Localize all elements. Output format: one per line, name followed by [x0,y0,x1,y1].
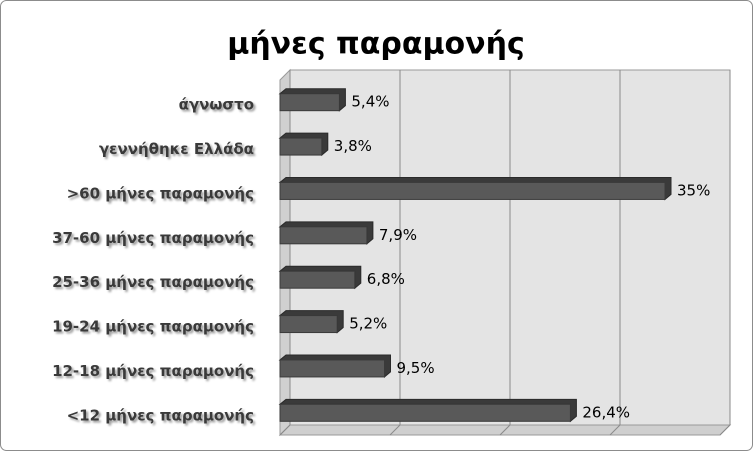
grid-line-floor [609,424,621,436]
grid-line-floor [279,424,291,436]
value-label: 9,5% [397,359,435,377]
bar [279,226,368,245]
grid-line-floor [389,424,401,436]
side-wall [279,68,291,437]
y-tick-label: άγνωστο [179,96,254,114]
chart-title: μήνες παραμονής [227,27,524,62]
value-label: 6,8% [367,270,405,288]
grid-line-floor [499,424,511,436]
y-tick-label: γεννήθηκε Ελλάδα [99,140,254,158]
value-label: 5,4% [351,93,389,111]
y-tick-label: <12 μήνες παραμονής [67,406,254,424]
y-tick-label: 25-36 μήνες παραμονής [52,273,254,291]
bar [279,137,323,156]
bar [279,359,385,378]
bar [279,93,340,112]
y-tick-label: >60 μήνες παραμονής [67,184,254,202]
y-tick-label: 37-60 μήνες παραμονής [52,229,254,247]
bar [279,181,666,200]
value-label: 3,8% [334,137,372,155]
bar [279,315,338,334]
bar [279,270,356,289]
value-label: 26,4% [582,403,630,421]
value-label: 35% [677,181,710,199]
y-tick-label: 12-18 μήνες παραμονής [52,362,254,380]
bar [279,403,571,422]
grid-line-floor [719,424,731,436]
value-label: 5,2% [349,315,387,333]
y-tick-label: 19-24 μήνες παραμονής [52,318,254,336]
value-label: 7,9% [379,226,417,244]
